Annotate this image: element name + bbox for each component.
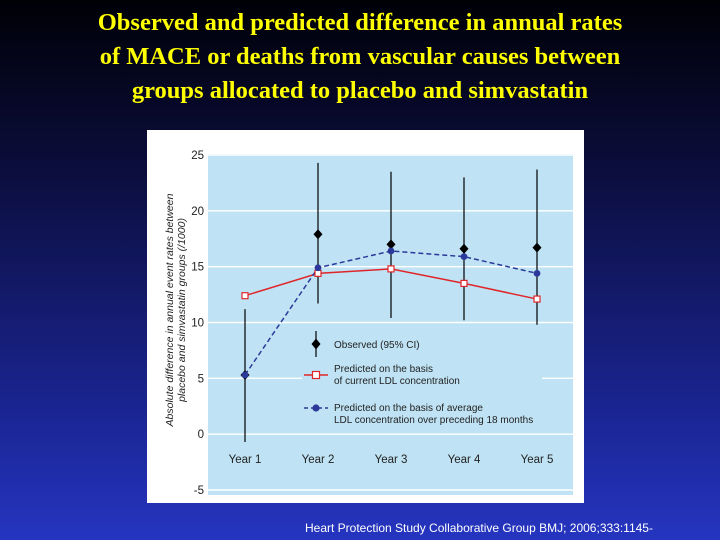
title-line-2: of MACE or deaths from vascular causes b… (99, 43, 621, 70)
current-ldl-point (533, 295, 541, 303)
average-ldl-point (387, 247, 395, 255)
observed-point (459, 243, 469, 254)
current-ldl-point (387, 265, 395, 273)
legend-average-ldl-label-line-1: Predicted on the basis of average (334, 403, 483, 414)
legend-observed-diamond (311, 338, 321, 350)
legend-current-ldl-label-line-2: of current LDL concentration (334, 376, 460, 387)
y-tick-label: 25 (191, 150, 204, 162)
x-tick-label: Year 2 (302, 454, 335, 466)
observed-point (313, 229, 323, 240)
current-ldl-point (241, 292, 249, 300)
average-ldl-point (533, 269, 541, 277)
y-tick-label: -5 (194, 485, 204, 497)
legend-item-current-ldl: Predicted on the basis of current LDL co… (304, 364, 460, 387)
average-ldl-point (314, 264, 322, 272)
y-tick-label: 5 (198, 373, 204, 385)
y-tick-label: 20 (191, 206, 204, 218)
x-tick-labels: Year 1 Year 2 Year 3 Year 4 Year 5 (229, 454, 554, 466)
y-tick-labels: -5 0 5 10 15 20 25 (191, 150, 204, 497)
title-line-3: groups allocated to placebo and simvasta… (131, 77, 589, 104)
x-tick-label: Year 5 (521, 454, 554, 466)
title-line-1: Observed and predicted difference in ann… (97, 9, 623, 36)
y-tick-label: 0 (198, 429, 204, 441)
legend-current-ldl-marker (311, 370, 321, 380)
legend-item-observed: Observed (95% CI) (311, 331, 420, 357)
slide-title: Observed and predicted difference in ann… (0, 6, 720, 108)
observed-point (532, 242, 542, 253)
current-ldl-point (314, 269, 322, 277)
average-ldl-point (241, 371, 249, 379)
y-axis-label-line-1: Absolute difference in annual event rate… (164, 193, 176, 427)
citation: Heart Protection Study Collaborative Gro… (305, 521, 653, 535)
legend-item-average-ldl: Predicted on the basis of average LDL co… (304, 403, 533, 426)
legend: Observed (95% CI) Predicted on the basis… (302, 331, 542, 432)
x-tick-label: Year 4 (448, 454, 481, 466)
current-ldl-point (460, 279, 468, 288)
observed-point (386, 239, 396, 250)
y-axis-label-line-2: placebo and simvastatin groups (/1000) (176, 218, 188, 403)
legend-average-ldl-marker (312, 404, 320, 412)
chart-series (240, 162, 542, 442)
legend-current-ldl-label-line-1: Predicted on the basis (334, 364, 433, 375)
legend-observed-label: Observed (95% CI) (334, 340, 420, 351)
legend-average-ldl-label-line-2: LDL concentration over preceding 18 mont… (334, 415, 533, 426)
x-tick-label: Year 1 (229, 454, 262, 466)
y-tick-label: 10 (191, 318, 204, 330)
y-axis-label: Absolute difference in annual event rate… (164, 193, 188, 427)
chart-figure: -5 0 5 10 15 20 25 Year 1 Year 2 Year 3 Year 4 Yea… (147, 130, 584, 503)
x-tick-label: Year 3 (375, 454, 408, 466)
y-tick-label: 15 (191, 262, 204, 274)
average-ldl-point (460, 253, 468, 261)
legend-background (302, 332, 542, 432)
